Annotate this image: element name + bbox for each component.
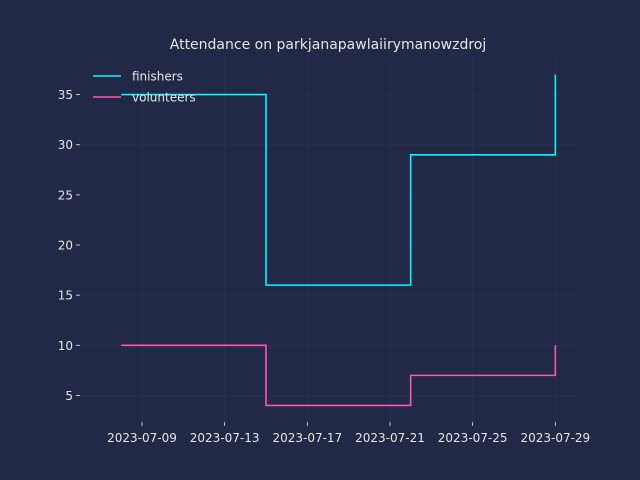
y-tick-label: 10 — [58, 339, 73, 353]
legend-label-finishers: finishers — [132, 70, 183, 84]
grid — [80, 58, 576, 422]
legend-label-volunteers: volunteers — [132, 91, 196, 105]
legend: finishers volunteers — [93, 70, 196, 105]
y-tick-label: 20 — [58, 239, 73, 253]
series-line-volunteers — [121, 344, 557, 407]
series-layer — [121, 74, 557, 407]
y-tick-label: 35 — [58, 88, 73, 102]
y-tick-label: 25 — [58, 188, 73, 202]
y-tick-label: 5 — [65, 389, 73, 403]
series-line-finishers — [121, 74, 557, 286]
x-tick-label: 2023-07-17 — [272, 431, 342, 445]
chart-title: Attendance on parkjanapawlaiirymanowzdro… — [170, 37, 486, 53]
y-tick-label: 30 — [58, 138, 73, 152]
x-tick-label: 2023-07-21 — [355, 431, 425, 445]
x-axis: 2023-07-09 2023-07-13 2023-07-17 2023-07-21… — [107, 422, 590, 445]
y-axis: 5 10 15 20 25 30 35 — [58, 88, 80, 403]
y-tick-label: 15 — [58, 289, 73, 303]
x-tick-label: 2023-07-29 — [520, 431, 590, 445]
x-tick-label: 2023-07-09 — [107, 431, 177, 445]
x-tick-label: 2023-07-13 — [190, 431, 260, 445]
x-tick-label: 2023-07-25 — [438, 431, 508, 445]
